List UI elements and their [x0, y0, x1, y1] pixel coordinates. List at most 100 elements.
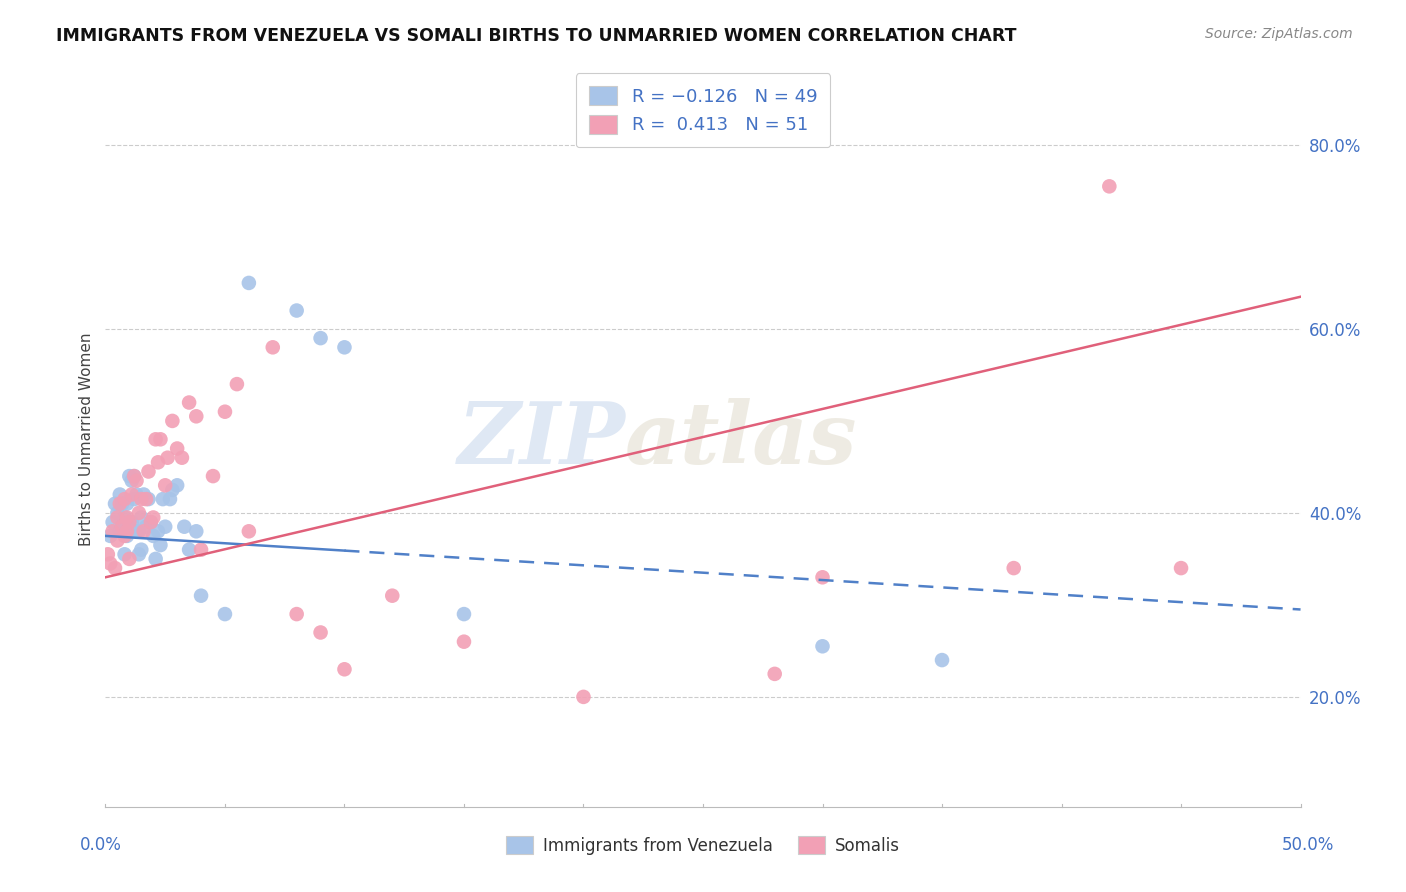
Point	[202, 469, 225, 483]
Point	[97, 547, 120, 561]
Point	[135, 519, 157, 533]
Point	[225, 377, 249, 392]
Point	[108, 497, 131, 511]
Point	[572, 690, 595, 704]
Point	[118, 469, 141, 483]
Point	[285, 303, 308, 318]
Point	[111, 519, 134, 533]
Point	[107, 506, 129, 520]
Point	[98, 557, 121, 571]
Point	[115, 497, 138, 511]
Point	[1098, 179, 1121, 194]
Point	[114, 547, 136, 561]
Point	[177, 542, 201, 557]
Point	[811, 570, 834, 584]
Point	[142, 510, 165, 524]
Point	[115, 529, 138, 543]
Text: ZIP: ZIP	[457, 398, 626, 481]
Point	[149, 538, 172, 552]
Point	[128, 547, 150, 561]
Point	[101, 515, 124, 529]
Point	[177, 395, 201, 409]
Point	[114, 510, 136, 524]
Point	[214, 405, 236, 419]
Point	[118, 515, 141, 529]
Point	[153, 519, 177, 533]
Point	[453, 607, 475, 621]
Point	[108, 524, 131, 539]
Point	[149, 433, 172, 447]
Point	[111, 497, 134, 511]
Point	[166, 478, 188, 492]
Point	[132, 524, 155, 539]
Point	[135, 492, 157, 507]
Point	[333, 340, 356, 354]
Point	[173, 519, 195, 533]
Point	[238, 524, 260, 539]
Point	[128, 506, 150, 520]
Point	[125, 487, 148, 501]
Point	[111, 519, 134, 533]
Legend: Immigrants from Venezuela, Somalis: Immigrants from Venezuela, Somalis	[499, 830, 907, 862]
Point	[1002, 561, 1025, 575]
Point	[146, 524, 169, 539]
Y-axis label: Births to Unmarried Women: Births to Unmarried Women	[79, 333, 94, 546]
Point	[931, 653, 953, 667]
Point	[107, 510, 129, 524]
Point	[309, 625, 332, 640]
Point	[166, 442, 188, 456]
Point	[186, 409, 208, 424]
Point	[190, 589, 212, 603]
Point	[129, 510, 153, 524]
Point	[139, 515, 162, 529]
Point	[381, 589, 404, 603]
Point	[333, 662, 356, 676]
Point	[238, 276, 260, 290]
Point	[128, 524, 150, 539]
Point	[129, 492, 153, 507]
Point	[186, 524, 208, 539]
Point	[114, 529, 136, 543]
Point	[115, 510, 138, 524]
Point	[139, 515, 162, 529]
Point	[763, 666, 786, 681]
Text: 0.0%: 0.0%	[80, 836, 122, 854]
Point	[309, 331, 332, 345]
Point	[125, 524, 148, 539]
Point	[122, 469, 145, 483]
Point	[138, 492, 160, 507]
Point	[121, 515, 143, 529]
Point	[104, 561, 127, 575]
Point	[145, 433, 167, 447]
Point	[170, 450, 193, 465]
Point	[118, 519, 141, 533]
Point	[122, 469, 145, 483]
Text: atlas: atlas	[626, 398, 858, 481]
Point	[101, 524, 124, 539]
Point	[98, 529, 121, 543]
Point	[122, 492, 145, 507]
Point	[115, 524, 138, 539]
Text: 50.0%: 50.0%	[1281, 836, 1334, 854]
Point	[1170, 561, 1192, 575]
Point	[162, 414, 184, 428]
Point	[121, 474, 143, 488]
Point	[811, 640, 834, 654]
Point	[453, 634, 475, 648]
Point	[156, 450, 179, 465]
Point	[104, 497, 127, 511]
Point	[153, 478, 177, 492]
Point	[159, 492, 181, 507]
Point	[114, 492, 136, 507]
Point	[125, 474, 148, 488]
Point	[107, 533, 129, 548]
Point	[142, 529, 165, 543]
Point	[190, 542, 212, 557]
Point	[146, 455, 169, 469]
Point	[118, 552, 141, 566]
Point	[108, 487, 131, 501]
Point	[129, 542, 153, 557]
Point	[262, 340, 284, 354]
Point	[162, 483, 184, 497]
Text: Source: ZipAtlas.com: Source: ZipAtlas.com	[1205, 27, 1353, 41]
